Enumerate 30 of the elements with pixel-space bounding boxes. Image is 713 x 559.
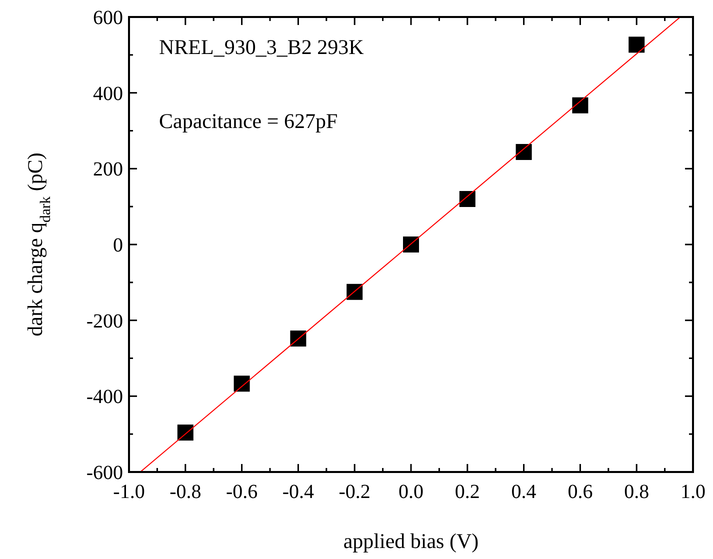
- x-axis-title: applied bias (V): [343, 529, 479, 553]
- x-tick-label: -0.4: [282, 481, 314, 503]
- x-tick-label: -0.8: [170, 481, 202, 503]
- x-tick-label: 0.4: [511, 481, 536, 503]
- point: [628, 36, 645, 53]
- x-tick-label: 1.0: [680, 481, 706, 503]
- y-tick-label: -200: [86, 310, 123, 332]
- x-tick-label: 0.6: [568, 481, 593, 503]
- point: [346, 284, 363, 300]
- x-tick-label: -1.0: [113, 481, 145, 503]
- point: [403, 236, 419, 252]
- annotation: Capacitance = 627pF: [159, 109, 338, 133]
- x-tick-label: -0.6: [226, 481, 258, 503]
- x-tick-label: 0.2: [454, 481, 480, 503]
- y-tick-label: 200: [93, 158, 123, 181]
- point: [459, 191, 476, 207]
- x-tick-label: 0.0: [398, 481, 424, 503]
- x-tick-label: 0.8: [624, 481, 650, 503]
- y-tick-label: 600: [93, 7, 123, 29]
- y-tick-label: 0: [113, 234, 123, 256]
- y-tick-label: 400: [93, 82, 123, 105]
- y-tick-label: -600: [86, 462, 123, 484]
- point: [234, 376, 250, 392]
- annotation: NREL_930_3_B2 293K: [159, 35, 364, 59]
- point: [177, 424, 194, 441]
- point: [516, 144, 532, 160]
- point: [290, 330, 306, 347]
- point: [572, 97, 588, 114]
- x-tick-label: -0.2: [338, 481, 370, 503]
- y-tick-label: -400: [86, 386, 123, 408]
